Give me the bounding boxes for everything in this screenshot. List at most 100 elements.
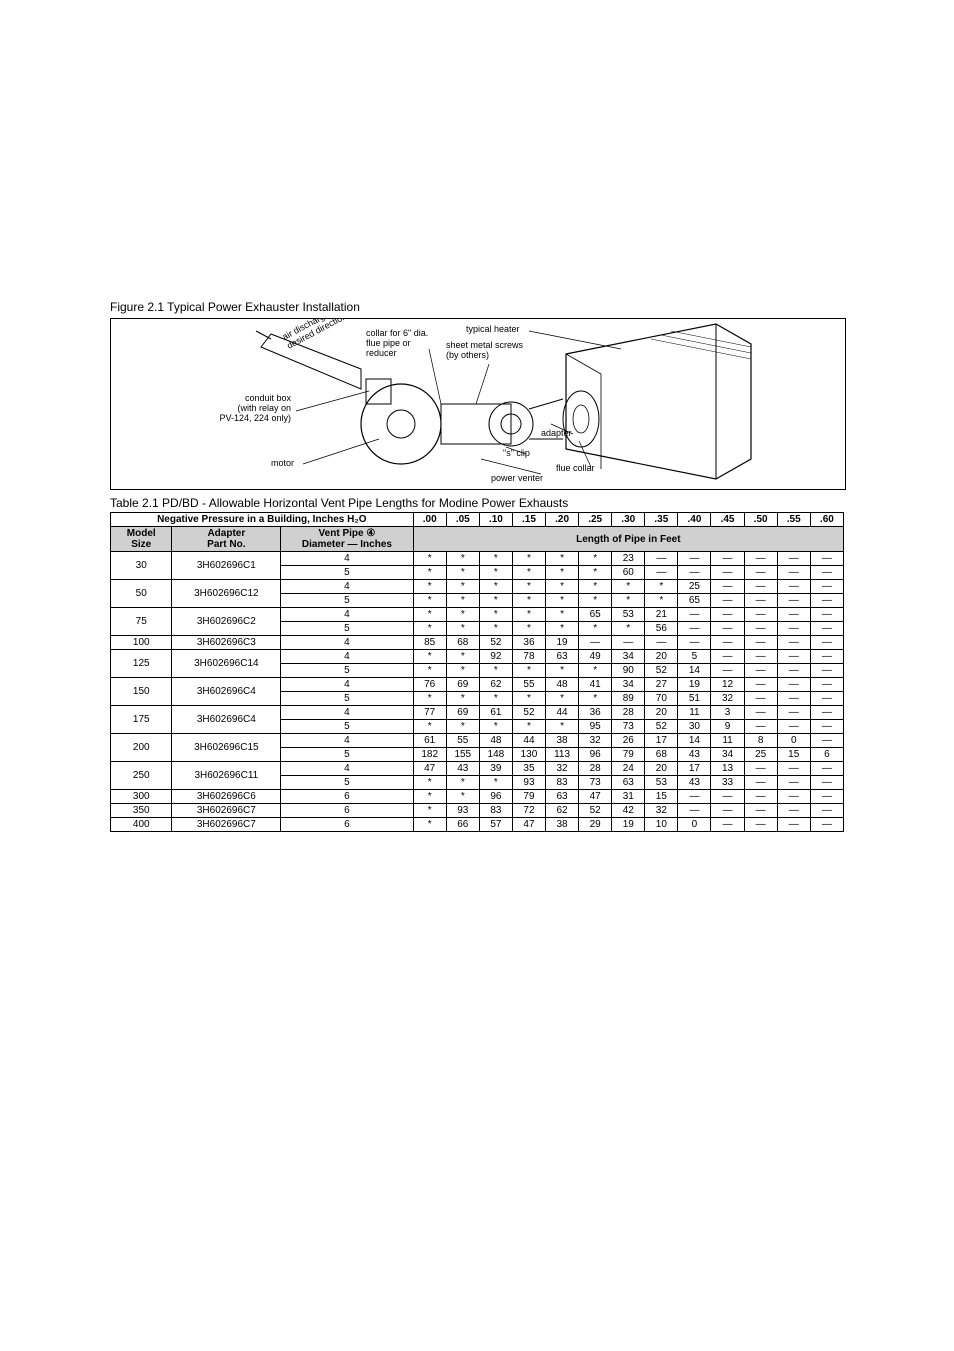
cell-value: * bbox=[479, 622, 512, 636]
cell-value: — bbox=[744, 594, 777, 608]
cell-value: — bbox=[711, 818, 744, 832]
cell-value: * bbox=[446, 580, 479, 594]
cell-value: 57 bbox=[479, 818, 512, 832]
cell-model: 400 bbox=[111, 818, 172, 832]
cell-value: 43 bbox=[678, 776, 711, 790]
cell-diameter: 4 bbox=[281, 580, 413, 594]
table-row: 4003H602696C76*665747382919100———— bbox=[111, 818, 844, 832]
cell-value: * bbox=[546, 622, 579, 636]
header-row-1: Negative Pressure in a Building, Inches … bbox=[111, 513, 844, 527]
cell-adapter: 3H602696C14 bbox=[172, 650, 281, 678]
cell-value: — bbox=[810, 566, 843, 580]
cell-value: — bbox=[645, 566, 678, 580]
cell-value: — bbox=[810, 636, 843, 650]
hdr-col: .50 bbox=[744, 513, 777, 527]
cell-value: 19 bbox=[678, 678, 711, 692]
cell-value: * bbox=[479, 608, 512, 622]
cell-value: — bbox=[744, 790, 777, 804]
cell-value: — bbox=[777, 720, 810, 734]
cell-value: * bbox=[446, 720, 479, 734]
cell-value: — bbox=[810, 594, 843, 608]
table-caption: Table 2.1 PD/BD - Allowable Horizontal V… bbox=[110, 496, 844, 510]
cell-value: — bbox=[810, 776, 843, 790]
cell-value: — bbox=[777, 706, 810, 720]
cell-value: — bbox=[810, 818, 843, 832]
table-row: 3003H602696C66**967963473115————— bbox=[111, 790, 844, 804]
cell-value: * bbox=[512, 622, 545, 636]
cell-diameter: 5 bbox=[281, 692, 413, 706]
cell-value: 14 bbox=[678, 734, 711, 748]
cell-value: 53 bbox=[645, 776, 678, 790]
cell-value: * bbox=[413, 650, 446, 664]
cell-value: — bbox=[612, 636, 645, 650]
cell-value: 96 bbox=[579, 748, 612, 762]
cell-value: 83 bbox=[546, 776, 579, 790]
cell-value: — bbox=[744, 706, 777, 720]
cell-adapter: 3H602696C4 bbox=[172, 678, 281, 706]
cell-diameter: 4 bbox=[281, 762, 413, 776]
cell-value: 48 bbox=[479, 734, 512, 748]
cell-value: — bbox=[810, 678, 843, 692]
cell-value: 29 bbox=[579, 818, 612, 832]
cell-value: — bbox=[777, 678, 810, 692]
hdr-col: .05 bbox=[446, 513, 479, 527]
cell-value: 83 bbox=[479, 804, 512, 818]
cell-value: — bbox=[810, 608, 843, 622]
cell-value: * bbox=[413, 720, 446, 734]
cell-value: * bbox=[479, 566, 512, 580]
cell-diameter: 5 bbox=[281, 720, 413, 734]
cell-value: 77 bbox=[413, 706, 446, 720]
cell-value: 53 bbox=[612, 608, 645, 622]
cell-value: 26 bbox=[612, 734, 645, 748]
cell-value: * bbox=[479, 594, 512, 608]
cell-value: 24 bbox=[612, 762, 645, 776]
cell-value: * bbox=[479, 552, 512, 566]
cell-model: 125 bbox=[111, 650, 172, 678]
hdr-col: .20 bbox=[546, 513, 579, 527]
table-row: 1503H602696C4476696255484134271912——— bbox=[111, 678, 844, 692]
cell-diameter: 5 bbox=[281, 776, 413, 790]
cell-value: * bbox=[579, 664, 612, 678]
cell-value: * bbox=[446, 622, 479, 636]
cell-value: * bbox=[413, 664, 446, 678]
cell-value: * bbox=[446, 790, 479, 804]
cell-value: 52 bbox=[645, 664, 678, 678]
cell-value: * bbox=[645, 580, 678, 594]
header-row-2: Model Size Adapter Part No. Vent Pipe ④ … bbox=[111, 527, 844, 552]
cell-value: 60 bbox=[612, 566, 645, 580]
figure-box: air discharge may be in any desired dire… bbox=[110, 318, 846, 490]
cell-value: 93 bbox=[512, 776, 545, 790]
cell-value: 47 bbox=[579, 790, 612, 804]
cell-diameter: 6 bbox=[281, 790, 413, 804]
cell-value: — bbox=[711, 804, 744, 818]
cell-value: * bbox=[446, 692, 479, 706]
cell-value: 5 bbox=[678, 650, 711, 664]
cell-value: 11 bbox=[678, 706, 711, 720]
cell-value: 90 bbox=[612, 664, 645, 678]
hdr-col: .25 bbox=[579, 513, 612, 527]
cell-value: — bbox=[678, 566, 711, 580]
cell-value: * bbox=[479, 580, 512, 594]
cell-value: * bbox=[546, 566, 579, 580]
cell-value: — bbox=[777, 664, 810, 678]
cell-value: * bbox=[413, 552, 446, 566]
cell-value: 66 bbox=[446, 818, 479, 832]
cell-value: 69 bbox=[446, 678, 479, 692]
cell-value: 55 bbox=[512, 678, 545, 692]
cell-value: — bbox=[744, 580, 777, 594]
cell-value: — bbox=[810, 622, 843, 636]
cell-value: — bbox=[744, 636, 777, 650]
cell-value: 21 bbox=[645, 608, 678, 622]
cell-value: 63 bbox=[546, 650, 579, 664]
cell-value: — bbox=[711, 664, 744, 678]
cell-value: 73 bbox=[612, 720, 645, 734]
cell-value: 36 bbox=[579, 706, 612, 720]
cell-value: * bbox=[446, 776, 479, 790]
cell-value: 11 bbox=[711, 734, 744, 748]
cell-value: * bbox=[612, 580, 645, 594]
cell-value: 63 bbox=[612, 776, 645, 790]
cell-value: — bbox=[777, 650, 810, 664]
cell-value: 33 bbox=[711, 776, 744, 790]
cell-adapter: 3H602696C7 bbox=[172, 804, 281, 818]
cell-value: — bbox=[777, 692, 810, 706]
